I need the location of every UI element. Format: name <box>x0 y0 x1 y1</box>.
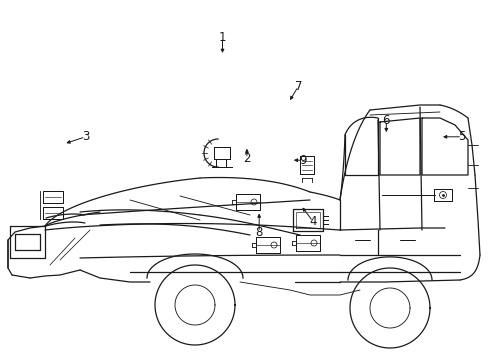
Text: 2: 2 <box>243 152 250 165</box>
Text: 4: 4 <box>308 215 316 228</box>
Text: 9: 9 <box>299 154 306 167</box>
Text: 5: 5 <box>457 130 465 143</box>
Text: 1: 1 <box>218 31 226 44</box>
Text: 6: 6 <box>382 114 389 127</box>
Text: 3: 3 <box>81 130 89 143</box>
Text: 8: 8 <box>255 226 263 239</box>
Text: 7: 7 <box>294 80 302 93</box>
